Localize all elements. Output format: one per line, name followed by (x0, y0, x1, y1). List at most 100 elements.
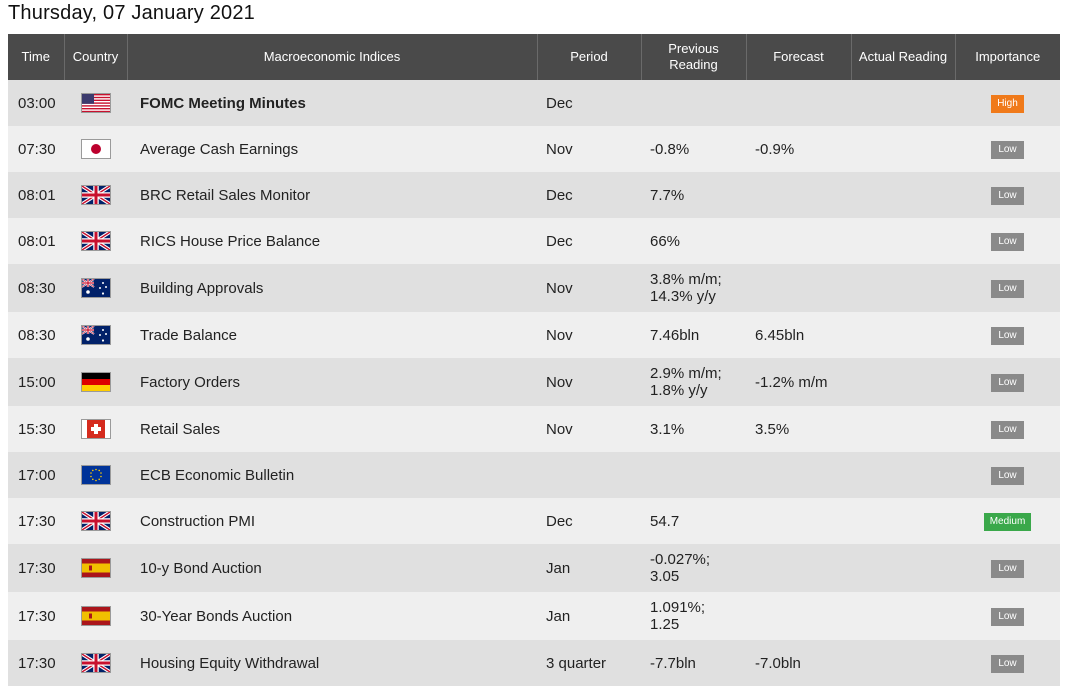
indicator-name[interactable]: FOMC Meeting Minutes (127, 80, 537, 126)
importance-badge: Low (991, 280, 1024, 298)
table-row: 15:30 Retail Sales Nov 3.1% 3.5% Low (8, 406, 1060, 452)
previous-reading: 7.7% (641, 172, 746, 218)
importance-cell: Low (955, 592, 1060, 640)
forecast-value (746, 452, 851, 498)
importance-cell: Low (955, 452, 1060, 498)
importance-cell: Low (955, 640, 1060, 686)
indicator-name[interactable]: Trade Balance (127, 312, 537, 358)
event-time: 03:00 (8, 80, 64, 126)
event-time: 08:01 (8, 172, 64, 218)
actual-reading (851, 544, 955, 592)
forecast-value: -0.9% (746, 126, 851, 172)
header-forecast: Forecast (746, 34, 852, 80)
previous-reading: -7.7bln (641, 640, 746, 686)
germany-flag-icon (80, 372, 111, 392)
event-period: Nov (537, 264, 641, 312)
importance-badge: Low (991, 327, 1024, 345)
event-period: Dec (537, 218, 641, 264)
event-period: Jan (537, 592, 641, 640)
event-period: Jan (537, 544, 641, 592)
importance-badge: Low (991, 141, 1024, 159)
table-row: 08:01 BRC Retail Sales Monitor Dec 7.7% Low (8, 172, 1060, 218)
header-country: Country (64, 34, 128, 80)
importance-badge: Low (991, 421, 1024, 439)
previous-reading: -0.8% (641, 126, 746, 172)
forecast-value (746, 592, 851, 640)
indicator-name[interactable]: Housing Equity Withdrawal (127, 640, 537, 686)
eu-flag-icon (80, 465, 111, 485)
actual-reading (851, 498, 955, 544)
country-flag (64, 312, 127, 358)
previous-reading: 54.7 (641, 498, 746, 544)
table-row: 17:00 ECB Economic Bulletin Low (8, 452, 1060, 498)
forecast-value (746, 172, 851, 218)
table-row: 17:30 10-y Bond Auction Jan -0.027%; 3.05 Low (8, 544, 1060, 592)
table-row: 17:30 Housing Equity Withdrawal 3 quarter -… (8, 640, 1060, 686)
uk-flag-icon (80, 653, 111, 673)
previous-reading: 1.091%; 1.25 (641, 592, 746, 640)
indicator-name[interactable]: Factory Orders (127, 358, 537, 406)
importance-badge: Medium (983, 513, 1032, 531)
previous-reading (641, 452, 746, 498)
event-time: 17:30 (8, 640, 64, 686)
indicator-name[interactable]: Retail Sales (127, 406, 537, 452)
event-time: 08:30 (8, 312, 64, 358)
event-time: 07:30 (8, 126, 64, 172)
australia-flag-icon (80, 325, 111, 345)
indicator-name[interactable]: ECB Economic Bulletin (127, 452, 537, 498)
actual-reading (851, 264, 955, 312)
forecast-value (746, 218, 851, 264)
actual-reading (851, 312, 955, 358)
event-time: 17:00 (8, 452, 64, 498)
page-title: Thursday, 07 January 2021 (8, 2, 256, 24)
importance-badge: Low (991, 467, 1024, 485)
header-actual-reading: Actual Reading (851, 34, 956, 80)
country-flag (64, 80, 127, 126)
importance-cell: Low (955, 264, 1060, 312)
indicator-name[interactable]: RICS House Price Balance (127, 218, 537, 264)
spain-flag-icon (80, 558, 111, 578)
importance-badge: Low (991, 608, 1024, 626)
previous-reading: 66% (641, 218, 746, 264)
australia-flag-icon (80, 278, 111, 298)
spain-flag-icon (80, 606, 111, 626)
importance-cell: Low (955, 312, 1060, 358)
actual-reading (851, 218, 955, 264)
event-time: 15:00 (8, 358, 64, 406)
indicator-name[interactable]: Average Cash Earnings (127, 126, 537, 172)
event-period: Nov (537, 358, 641, 406)
country-flag (64, 264, 127, 312)
indicator-name[interactable]: 30-Year Bonds Auction (127, 592, 537, 640)
forecast-value: 3.5% (746, 406, 851, 452)
importance-badge: Low (991, 374, 1024, 392)
actual-reading (851, 406, 955, 452)
previous-reading (641, 80, 746, 126)
indicator-name[interactable]: 10-y Bond Auction (127, 544, 537, 592)
table-row: 03:00 FOMC Meeting Minutes Dec High (8, 80, 1060, 126)
country-flag (64, 544, 127, 592)
uk-flag-icon (80, 231, 111, 251)
japan-flag-icon (80, 139, 111, 159)
indicator-name[interactable]: Construction PMI (127, 498, 537, 544)
forecast-value (746, 498, 851, 544)
importance-cell: Low (955, 218, 1060, 264)
event-period: Dec (537, 498, 641, 544)
forecast-value: 6.45bln (746, 312, 851, 358)
table-row: 08:30 Building Approvals Nov 3.8% m/m; 14.3%… (8, 264, 1060, 312)
event-period: Nov (537, 406, 641, 452)
uk-flag-icon (80, 511, 111, 531)
previous-reading: 3.8% m/m; 14.3% y/y (641, 264, 746, 312)
actual-reading (851, 592, 955, 640)
event-time: 17:30 (8, 592, 64, 640)
header-time: Time (8, 34, 65, 80)
header-period: Period (537, 34, 642, 80)
indicator-name[interactable]: BRC Retail Sales Monitor (127, 172, 537, 218)
event-period: Nov (537, 312, 641, 358)
country-flag (64, 452, 127, 498)
event-period: Dec (537, 172, 641, 218)
previous-reading: -0.027%; 3.05 (641, 544, 746, 592)
table-header-row: Time Country Macroeconomic Indices Perio… (8, 34, 1060, 80)
previous-reading: 3.1% (641, 406, 746, 452)
indicator-name[interactable]: Building Approvals (127, 264, 537, 312)
event-period: Dec (537, 80, 641, 126)
